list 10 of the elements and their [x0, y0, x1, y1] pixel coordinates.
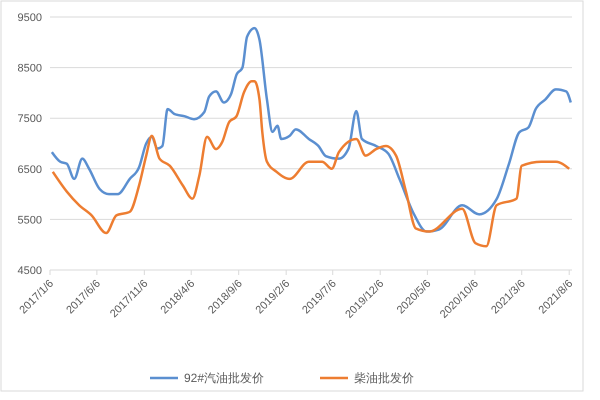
y-tick-label: 8500 [18, 62, 42, 75]
y-tick-label: 6500 [18, 164, 42, 176]
line-series [50, 26, 572, 233]
line-series [52, 80, 570, 248]
y-tick-label: 4500 [18, 265, 42, 277]
y-tick-label: 5500 [18, 214, 42, 226]
y-tick-label: 9500 [18, 12, 42, 24]
legend-label: 柴油批发价 [354, 371, 414, 385]
y-tick-label: 7500 [18, 113, 42, 126]
legend-label: 92#汽油批发价 [184, 371, 264, 385]
